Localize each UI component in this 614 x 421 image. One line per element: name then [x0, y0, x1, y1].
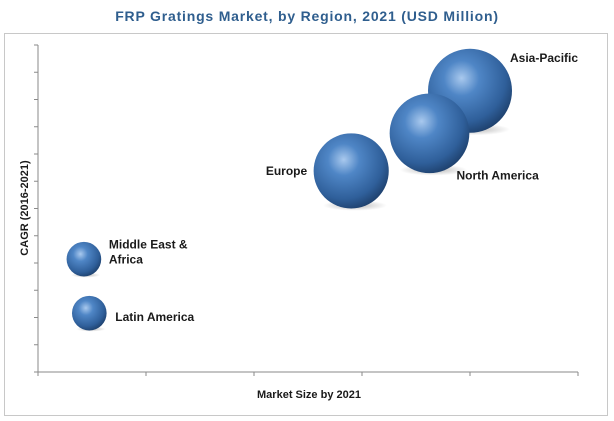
bubble-middle-east-africa [66, 241, 102, 277]
chart-title: FRP Gratings Market, by Region, 2021 (US… [115, 8, 499, 24]
point-label-latin-america: Latin America [115, 310, 194, 324]
point-label-line: Middle East & [109, 238, 188, 252]
bubble-europe [313, 133, 389, 209]
point-label-asia-pacific: Asia-Pacific [510, 51, 578, 65]
point-label-europe: Europe [266, 164, 308, 178]
x-axis-label: Market Size by 2021 [257, 389, 361, 401]
bubbles [66, 48, 512, 332]
point-label-line: Africa [109, 253, 143, 267]
chart-frame [4, 33, 608, 416]
bubble-north-america [389, 93, 470, 174]
point-label-north-america: North America [457, 168, 540, 182]
point-label-line: Asia-Pacific [510, 51, 578, 65]
axes [34, 44, 579, 376]
point-label-line: Europe [266, 164, 308, 178]
point-label-line: North America [457, 168, 540, 182]
bubble-latin-america [71, 295, 107, 331]
point-label-middle-east-africa: Middle East & Africa [109, 238, 188, 267]
y-axis-label: CAGR (2016-2021) [19, 160, 31, 256]
point-labels: Asia-Pacific North America Europe Middle Ea… [109, 51, 578, 324]
point-label-line: Latin America [115, 310, 194, 324]
